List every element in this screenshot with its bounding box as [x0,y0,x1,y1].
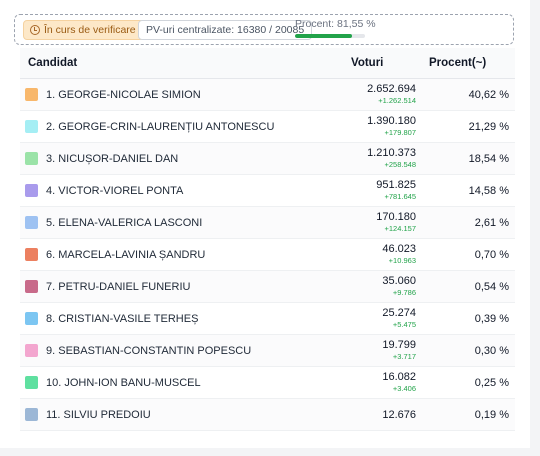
vote-delta: +9.786 [392,288,416,297]
vote-count: 951.825 [376,179,416,191]
candidate-color-swatch [25,120,38,133]
candidate-color-swatch [25,152,38,165]
percent-cell: 0,19 % [474,409,509,421]
candidate-name: 10. JOHN-ION BANU-MUSCEL [46,377,201,389]
table-row[interactable]: 5. ELENA-VALERICA LASCONI 170.180 +124.157… [20,207,515,239]
table-body: 1. GEORGE-NICOLAE SIMION 2.652.694 +1.262.… [20,79,515,431]
vote-count-cell: 170.180 +124.157 [376,211,416,233]
vote-count: 2.652.694 [367,83,416,95]
candidate-name: 6. MARCELA-LAVINIA ȘANDRU [46,249,206,261]
candidate-name: 11. SILVIU PREDOIU [46,409,151,421]
vote-delta: +10.963 [388,256,416,265]
vote-delta: +3.406 [392,384,416,393]
candidate-color-swatch [25,184,38,197]
percent-cell: 18,54 % [468,153,509,165]
vote-delta: +179.807 [384,128,417,137]
vote-count: 16.082 [382,371,416,383]
vote-count: 19.799 [382,339,416,351]
vote-delta: +781.645 [384,192,417,201]
candidate-color-swatch [25,216,38,229]
status-bar: În curs de verificare PV-uri centralizat… [14,14,514,45]
verification-status-label: În curs de verificare [44,24,136,36]
vote-count: 1.390.180 [367,115,416,127]
vote-count-cell: 16.082 +3.406 [382,371,416,393]
table-row[interactable]: 7. PETRU-DANIEL FUNERIU 35.060 +9.786 0,54 … [20,271,515,303]
table-row[interactable]: 4. VICTOR-VIOREL PONTA 951.825 +781.645 14,… [20,175,515,207]
vote-count: 12.676 [382,409,416,421]
vote-count-cell: 12.676 [382,409,416,422]
candidate-color-swatch [25,344,38,357]
vote-count-cell: 1.390.180 +179.807 [367,115,416,137]
table-row[interactable]: 11. SILVIU PREDOIU 12.676 0,19 % [20,399,515,431]
vote-count-cell: 35.060 +9.786 [382,275,416,297]
table-row[interactable]: 2. GEORGE-CRIN-LAURENȚIU ANTONESCU 1.390.… [20,111,515,143]
candidate-name: 3. NICUȘOR-DANIEL DAN [46,153,179,165]
results-table: Candidat Voturi Procent(~) 1. GEORGE-NIC… [20,48,515,431]
vote-count: 25.274 [382,307,416,319]
candidate-color-swatch [25,408,38,421]
candidate-color-swatch [25,280,38,293]
header-candidate[interactable]: Candidat [28,57,78,69]
vote-count: 35.060 [382,275,416,287]
candidate-color-swatch [25,88,38,101]
percent-cell: 2,61 % [474,217,509,229]
vote-count-cell: 25.274 +5.475 [382,307,416,329]
table-header: Candidat Voturi Procent(~) [20,48,515,79]
table-row[interactable]: 8. CRISTIAN-VASILE TERHEȘ 25.274 +5.475 0,3… [20,303,515,335]
percent-cell: 0,39 % [474,313,509,325]
header-percent[interactable]: Procent(~) [429,57,487,69]
header-votes[interactable]: Voturi [351,57,384,69]
results-panel: În curs de verificare PV-uri centralizat… [0,0,530,448]
candidate-color-swatch [25,248,38,261]
progress-fill [295,34,353,38]
candidate-name: 1. GEORGE-NICOLAE SIMION [46,89,201,101]
vote-delta: +5.475 [392,320,416,329]
progress-track [295,34,365,38]
candidate-name: 8. CRISTIAN-VASILE TERHEȘ [46,313,199,325]
table-row[interactable]: 10. JOHN-ION BANU-MUSCEL 16.082 +3.406 0,25… [20,367,515,399]
percent-cell: 14,58 % [468,185,509,197]
verification-status-badge: În curs de verificare [23,20,144,40]
candidate-color-swatch [25,376,38,389]
vote-delta: +3.717 [392,352,416,361]
candidate-name: 7. PETRU-DANIEL FUNERIU [46,281,191,293]
table-row[interactable]: 3. NICUȘOR-DANIEL DAN 1.210.373 +258.548 18… [20,143,515,175]
percent-cell: 40,62 % [468,89,509,101]
pv-count-badge: PV-uri centralizate: 16380 / 20085 [138,20,313,40]
percent-cell: 21,29 % [468,121,509,133]
vote-count-cell: 951.825 +781.645 [376,179,416,201]
percent-progress: Procent: 81,55 % [295,18,376,42]
percent-cell: 0,25 % [474,377,509,389]
clock-icon [30,25,40,35]
table-row[interactable]: 6. MARCELA-LAVINIA ȘANDRU 46.023 +10.963 0,… [20,239,515,271]
percent-cell: 0,30 % [474,345,509,357]
vote-count: 170.180 [376,211,416,223]
percent-label: Procent: 81,55 % [295,18,376,30]
candidate-name: 9. SEBASTIAN-CONSTANTIN POPESCU [46,345,252,357]
candidate-name: 5. ELENA-VALERICA LASCONI [46,217,203,229]
vote-delta: +258.548 [384,160,417,169]
candidate-name: 4. VICTOR-VIOREL PONTA [46,185,184,197]
table-row[interactable]: 1. GEORGE-NICOLAE SIMION 2.652.694 +1.262.… [20,79,515,111]
percent-cell: 0,70 % [474,249,509,261]
vote-count-cell: 1.210.373 +258.548 [367,147,416,169]
vote-count: 46.023 [382,243,416,255]
vote-delta: +1.262.514 [378,96,416,105]
vote-count-cell: 19.799 +3.717 [382,339,416,361]
vote-count-cell: 2.652.694 +1.262.514 [367,83,416,105]
candidate-color-swatch [25,312,38,325]
vote-delta: +124.157 [384,224,417,233]
vote-count-cell: 46.023 +10.963 [382,243,416,265]
table-row[interactable]: 9. SEBASTIAN-CONSTANTIN POPESCU 19.799 +3.… [20,335,515,367]
percent-cell: 0,54 % [474,281,509,293]
vote-count: 1.210.373 [367,147,416,159]
candidate-name: 2. GEORGE-CRIN-LAURENȚIU ANTONESCU [46,121,275,133]
